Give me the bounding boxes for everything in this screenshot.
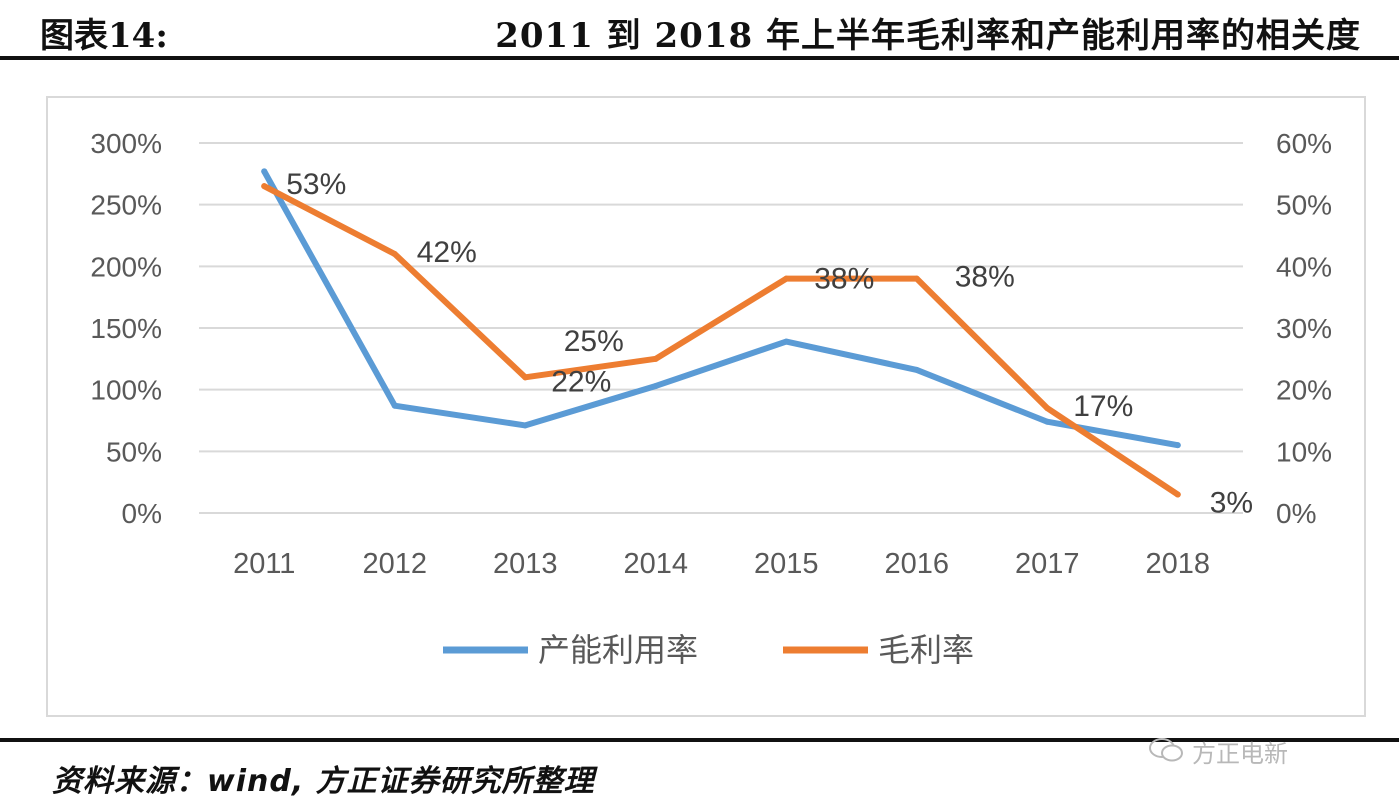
- y-left-tick-label: 200%: [90, 251, 162, 282]
- data-point: [522, 374, 529, 381]
- y-right-tick-label: 30%: [1276, 313, 1332, 344]
- figure-label: 图表14:: [40, 16, 168, 56]
- legend-label-gross-margin: 毛利率: [878, 631, 974, 669]
- y-left-tick-label: 250%: [90, 190, 162, 221]
- y-right-tick-label: 10%: [1276, 436, 1332, 467]
- y-left-tick-label: 0%: [122, 498, 162, 529]
- data-point: [261, 183, 268, 190]
- source-divider: [0, 738, 1399, 742]
- x-tick-label: 2012: [362, 548, 427, 580]
- chart-frame: 0% 50% 100% 150% 200% 250% 300% 0% 10% 20% 30% 40% 5…: [46, 96, 1366, 717]
- x-tick-label: 2015: [754, 548, 819, 580]
- data-label: 53%: [286, 168, 346, 201]
- x-tick-label: 2011: [233, 548, 295, 580]
- data-point: [913, 366, 920, 373]
- y-right-tick-label: 60%: [1276, 128, 1332, 159]
- data-point: [913, 275, 920, 282]
- data-label: 38%: [814, 263, 874, 296]
- x-tick-label: 2014: [623, 548, 688, 580]
- y-left-tick-label: 150%: [90, 313, 162, 344]
- x-tick-label: 2016: [884, 548, 949, 580]
- data-point: [522, 422, 529, 429]
- data-point: [783, 275, 790, 282]
- y-right-tick-label: 20%: [1276, 375, 1332, 406]
- x-tick-label: 2018: [1145, 548, 1210, 580]
- y-right-tick-label: 40%: [1276, 251, 1332, 282]
- legend-label-capacity-utilization: 产能利用率: [538, 631, 698, 669]
- y-right-tick-label: 50%: [1276, 190, 1332, 221]
- watermark-text: 方正电新: [1192, 740, 1288, 768]
- y-left-tick-label: 50%: [106, 436, 162, 467]
- data-point: [652, 355, 659, 362]
- data-label: 42%: [417, 236, 477, 269]
- series-line-capacity-utilization: [261, 168, 1181, 449]
- x-tick-label: 2013: [493, 548, 558, 580]
- figure-title-bar: 图表14: 2011 到 2018 年上半年毛利率和产能利用率的相关度: [0, 0, 1399, 60]
- y-right-tick-label: 0%: [1276, 498, 1316, 529]
- data-label: 17%: [1073, 390, 1133, 423]
- figure-title: 2011 到 2018 年上半年毛利率和产能利用率的相关度: [495, 16, 1361, 56]
- data-point: [1174, 491, 1181, 498]
- source-note: 资料来源：wind, 方正证券研究所整理: [52, 764, 595, 799]
- data-label: 38%: [955, 261, 1015, 294]
- data-label: 3%: [1210, 487, 1253, 520]
- data-point: [1044, 418, 1051, 425]
- series-line-gross-margin: [261, 183, 1181, 498]
- data-point: [1174, 442, 1181, 449]
- y-left-tick-label: 100%: [90, 375, 162, 406]
- wechat-icon: [1148, 736, 1184, 770]
- data-point: [391, 402, 398, 409]
- data-point: [1044, 405, 1051, 412]
- watermark: 方正电新: [1148, 730, 1358, 770]
- data-point: [783, 338, 790, 345]
- data-point: [391, 251, 398, 257]
- data-point: [652, 382, 659, 389]
- chart-svg: 0% 50% 100% 150% 200% 250% 300% 0% 10% 20% 30% 40% 5…: [90, 128, 1332, 669]
- data-label: 22%: [551, 365, 611, 398]
- data-point: [261, 168, 268, 175]
- x-tick-label: 2017: [1015, 548, 1080, 580]
- y-left-tick-label: 300%: [90, 128, 162, 159]
- data-label: 25%: [564, 325, 624, 358]
